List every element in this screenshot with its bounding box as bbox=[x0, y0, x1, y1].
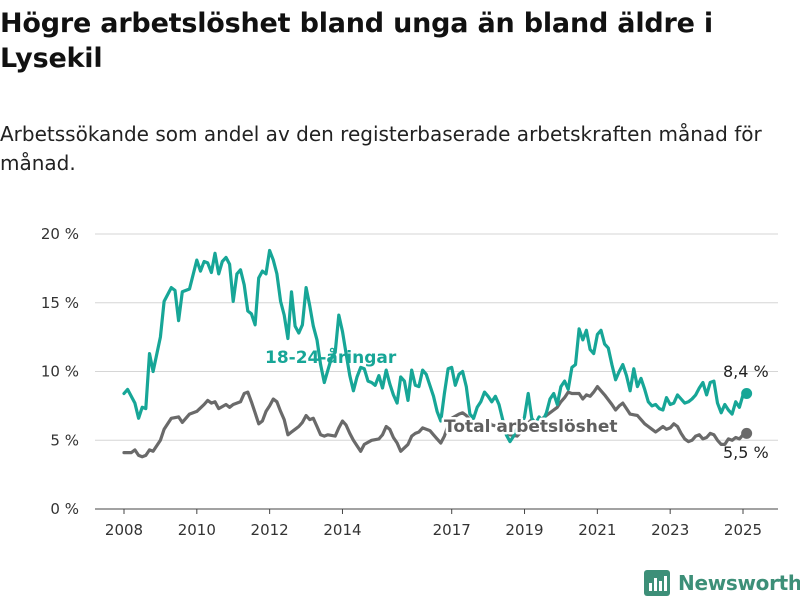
x-tick-label-2012: 2012 bbox=[251, 521, 289, 539]
x-tick-label-2017: 2017 bbox=[433, 521, 471, 539]
series-line-youth bbox=[122, 248, 749, 444]
y-tick-label-10: 10 % bbox=[41, 363, 79, 381]
chart-title: Högre arbetslöshet bland unga än bland ä… bbox=[0, 8, 713, 74]
x-tick-label-2008: 2008 bbox=[105, 521, 143, 539]
newsworthy-brand: Newsworthy bbox=[644, 568, 800, 598]
x-tick-label-2019: 2019 bbox=[505, 521, 543, 539]
end-value-label-total: 5,5 % bbox=[723, 443, 769, 462]
x-tick-label-2014: 2014 bbox=[323, 521, 361, 539]
end-point-total bbox=[741, 427, 753, 439]
x-tick-label-2023: 2023 bbox=[651, 521, 689, 539]
y-tick-label-20: 20 % bbox=[41, 225, 79, 243]
x-tick-label-2021: 2021 bbox=[578, 521, 616, 539]
y-tick-label-15: 15 % bbox=[41, 294, 79, 312]
series-line-total bbox=[122, 385, 749, 459]
bar-chart-logo-icon bbox=[644, 570, 670, 596]
line-chart: 0 % 5 % 10 % 15 % 20 % 2008 2010 2012 2014 2017 20… bbox=[41, 225, 778, 539]
x-tick-label-2010: 2010 bbox=[178, 521, 216, 539]
chart-subtitle: Arbetssökande som andel av den registerb… bbox=[0, 122, 762, 175]
end-point-youth bbox=[741, 388, 753, 399]
series-label-youth: 18-24-åringar bbox=[265, 346, 397, 368]
gridlines bbox=[95, 233, 778, 510]
y-tick-label-5: 5 % bbox=[50, 431, 79, 449]
x-tick-label-2025: 2025 bbox=[724, 521, 762, 539]
y-tick-label-0: 0 % bbox=[50, 500, 79, 518]
series-label-total: Total arbetslöshet bbox=[444, 417, 618, 437]
axes: 0 % 5 % 10 % 15 % 20 % 2008 2010 2012 2014 2017 20… bbox=[41, 225, 762, 539]
series-lines bbox=[122, 248, 753, 459]
series-label-total-halo: Total arbetslöshet bbox=[444, 417, 618, 437]
brand-name: Newsworthy bbox=[678, 571, 800, 595]
end-value-label-youth: 8,4 % bbox=[723, 362, 769, 381]
